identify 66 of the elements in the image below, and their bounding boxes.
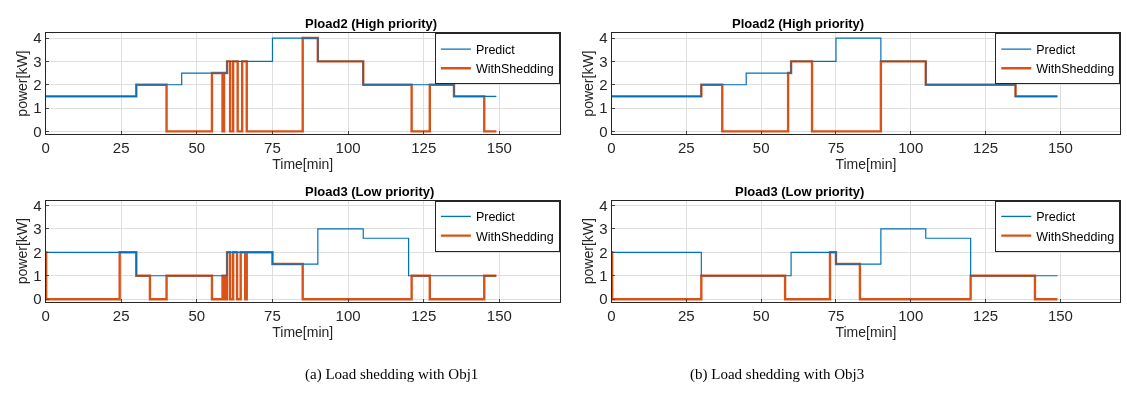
legend-label: WithShedding [475, 62, 554, 77]
y-tick-label: 3 [599, 220, 608, 238]
y-tick-label: 1 [33, 267, 42, 284]
legend-label: WithShedding [1036, 62, 1115, 77]
x-tick-label: 125 [411, 306, 437, 324]
x-tick-label: 25 [112, 306, 130, 324]
y-tick-label: 0 [599, 122, 608, 140]
y-tick-label: 2 [599, 75, 608, 93]
y-axis-title: power[kW] [579, 218, 596, 285]
y-tick-label: 0 [599, 290, 608, 308]
chart-title: Pload2 (High priority) [305, 16, 438, 31]
x-tick-label: 125 [411, 138, 437, 156]
y-tick-label: 4 [33, 196, 42, 214]
y-tick-label: 4 [599, 29, 608, 47]
y-tick-label: 3 [33, 220, 42, 238]
chart-title: Pload2 (High priority) [732, 16, 865, 31]
x-tick-label: 100 [335, 138, 361, 156]
y-tick-label: 0 [33, 122, 42, 140]
x-tick-label: 25 [678, 138, 695, 156]
text: (a) Load shedding with Obj1 [305, 366, 479, 383]
x-tick-label: 125 [973, 138, 999, 156]
y-tick-label: 3 [33, 52, 42, 70]
x-tick-label: 75 [827, 138, 845, 156]
x-tick-label: 75 [264, 138, 281, 156]
x-axis-title: Time[min] [272, 155, 334, 172]
x-tick-label: 150 [1047, 306, 1073, 324]
legend-label: Predict [475, 210, 516, 225]
x-axis-title: Time[min] [835, 323, 897, 340]
y-axis-title: power[kW] [13, 218, 30, 285]
x-tick-label: 50 [188, 138, 206, 156]
x-tick-label: 150 [486, 306, 512, 324]
legend-label: Predict [1036, 42, 1076, 57]
legend-label: Predict [1036, 210, 1076, 225]
x-tick-label: 50 [752, 138, 770, 156]
legend-label: WithShedding [475, 229, 554, 244]
y-tick-label: 2 [33, 75, 42, 93]
x-tick-label: 125 [973, 306, 999, 324]
x-tick-label: 100 [898, 306, 924, 324]
y-tick-label: 3 [599, 52, 608, 70]
text: (b) Load shedding with Obj3 [690, 366, 865, 383]
x-tick-label: 75 [827, 306, 845, 324]
y-tick-label: 4 [599, 196, 608, 214]
legend-label: WithShedding [1036, 229, 1115, 244]
x-tick-label: 100 [335, 306, 361, 324]
x-tick-label: 25 [678, 306, 695, 324]
x-axis-title: Time[min] [835, 155, 897, 172]
chart-title: Pload3 (Low priority) [305, 184, 435, 199]
y-tick-label: 4 [33, 29, 42, 47]
x-axis-title: Time[min] [272, 323, 334, 340]
legend-label: Predict [475, 42, 516, 57]
x-tick-label: 25 [112, 138, 130, 156]
y-tick-label: 2 [33, 243, 42, 261]
x-tick-label: 75 [264, 306, 281, 324]
x-tick-label: 150 [1047, 138, 1073, 156]
y-axis-title: power[kW] [579, 50, 596, 117]
y-axis-title: power[kW] [13, 50, 30, 117]
y-tick-label: 0 [33, 290, 42, 308]
y-tick-label: 1 [33, 99, 42, 117]
x-tick-label: 150 [486, 138, 512, 156]
x-tick-label: 100 [898, 138, 924, 156]
chart-title: Pload3 (Low priority) [735, 184, 865, 199]
x-tick-label: 50 [752, 306, 770, 324]
y-tick-label: 2 [599, 243, 608, 261]
y-tick-label: 1 [599, 267, 608, 284]
y-tick-label: 1 [599, 99, 608, 117]
x-tick-label: 50 [188, 306, 206, 324]
